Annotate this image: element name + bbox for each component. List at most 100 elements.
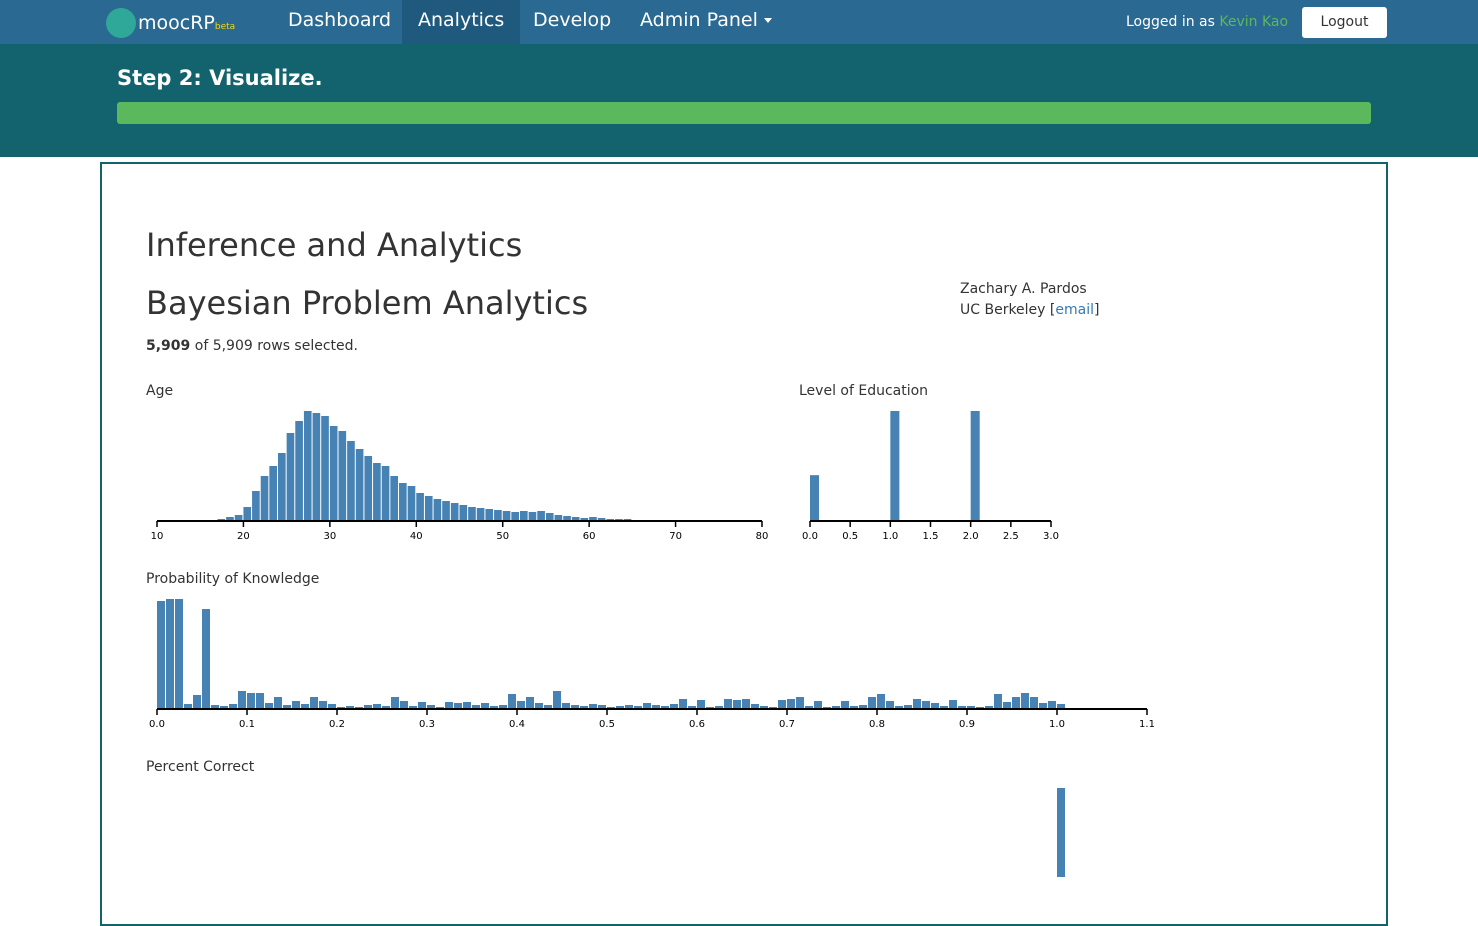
bar — [409, 706, 417, 709]
bar — [616, 706, 624, 709]
bar — [877, 694, 885, 709]
bar — [211, 705, 219, 709]
bar — [553, 691, 561, 709]
bar — [373, 463, 381, 521]
bar — [643, 703, 651, 709]
bar — [301, 704, 309, 709]
x-tick-label: 1.1 — [1139, 719, 1155, 730]
nav-link[interactable]: Dashboard — [288, 9, 392, 31]
nav-link[interactable]: Develop — [533, 9, 612, 31]
bracket: [ — [1049, 302, 1056, 318]
x-tick-label: 0.5 — [842, 531, 858, 542]
bar — [949, 700, 957, 709]
bar — [895, 706, 903, 709]
bar — [347, 441, 355, 521]
bar — [511, 512, 519, 521]
bar — [175, 599, 183, 709]
email-link[interactable]: email — [1055, 302, 1094, 318]
bar — [841, 701, 849, 709]
bar — [243, 507, 252, 521]
bar — [787, 699, 795, 709]
bar — [166, 599, 174, 709]
bar — [400, 701, 408, 709]
chart-title: Percent Correct — [146, 759, 255, 775]
bar — [312, 413, 321, 521]
bar — [580, 706, 588, 709]
x-tick-label: 3.0 — [1043, 531, 1059, 542]
bar — [589, 704, 597, 709]
x-tick-label: 0.0 — [802, 531, 818, 542]
bar — [229, 704, 237, 709]
x-tick-label: 10 — [151, 531, 164, 542]
bar — [381, 466, 390, 521]
bar — [364, 456, 373, 521]
nav-dropdown[interactable]: Admin Panel — [624, 0, 788, 44]
bar — [459, 505, 468, 521]
bar — [890, 411, 900, 521]
bar — [238, 691, 246, 709]
bar — [994, 694, 1002, 709]
bar — [442, 501, 450, 521]
x-tick-label: 2.5 — [1003, 531, 1019, 542]
bar — [985, 706, 993, 709]
bar — [1039, 703, 1047, 709]
bar — [688, 706, 696, 709]
bar — [520, 511, 528, 521]
bar — [463, 702, 471, 709]
bar — [715, 706, 723, 709]
bar — [269, 466, 277, 521]
bar — [597, 518, 606, 521]
charts: Age 10 20 30 40 50 60 70 80 Level of Education 0.0… — [146, 383, 1155, 877]
bar — [913, 699, 921, 709]
logged-label: Logged in as — [1126, 14, 1215, 30]
x-tick-label: 0.6 — [689, 719, 705, 730]
bar — [329, 426, 338, 521]
bar — [407, 486, 416, 521]
selection-status: 5,909 of 5,909 rows selected. — [146, 338, 358, 354]
x-tick-label: 0.2 — [329, 719, 345, 730]
bar — [589, 517, 597, 521]
x-tick-label: 0.7 — [779, 719, 795, 730]
bar — [502, 511, 511, 521]
bar — [364, 705, 372, 709]
brand[interactable]: moocRP beta — [106, 6, 235, 40]
bar — [274, 697, 282, 709]
bar — [424, 496, 433, 521]
x-tick-label: 1.5 — [923, 531, 939, 542]
bar — [252, 491, 260, 521]
brand-badge: beta — [214, 22, 236, 32]
navbar: moocRP beta Dashboard Analytics Develop A… — [0, 0, 1478, 44]
bar — [1021, 693, 1029, 709]
bar — [292, 701, 300, 709]
x-tick-label: 40 — [410, 531, 423, 542]
x-tick-label: 0.9 — [959, 719, 975, 730]
page-subtitle: Bayesian Problem Analytics — [146, 284, 589, 322]
nav-link[interactable]: Analytics — [402, 0, 521, 44]
bar — [265, 703, 273, 709]
bar — [571, 517, 580, 521]
bar — [260, 476, 269, 521]
bar — [537, 511, 545, 521]
bar — [321, 416, 329, 521]
author: Zachary A. Pardos — [960, 281, 1087, 297]
bar — [670, 704, 678, 709]
logout-button[interactable]: Logout — [1302, 7, 1387, 38]
user-name[interactable]: Kevin Kao — [1219, 14, 1289, 30]
bar — [508, 694, 516, 709]
bar — [796, 697, 804, 709]
bar — [445, 702, 453, 709]
bar — [476, 508, 485, 521]
bar — [661, 706, 669, 709]
bar — [580, 518, 589, 521]
bar — [427, 705, 435, 709]
bracket: ] — [1094, 302, 1100, 318]
bar — [450, 503, 459, 521]
bar — [416, 493, 424, 521]
bar — [481, 703, 489, 709]
x-tick-label: 0.8 — [869, 719, 885, 730]
selected-text: of 5,909 rows selected. — [194, 338, 358, 354]
step-header: Step 2: Visualize. — [0, 44, 1478, 157]
bar — [724, 699, 732, 709]
bar — [563, 516, 571, 521]
